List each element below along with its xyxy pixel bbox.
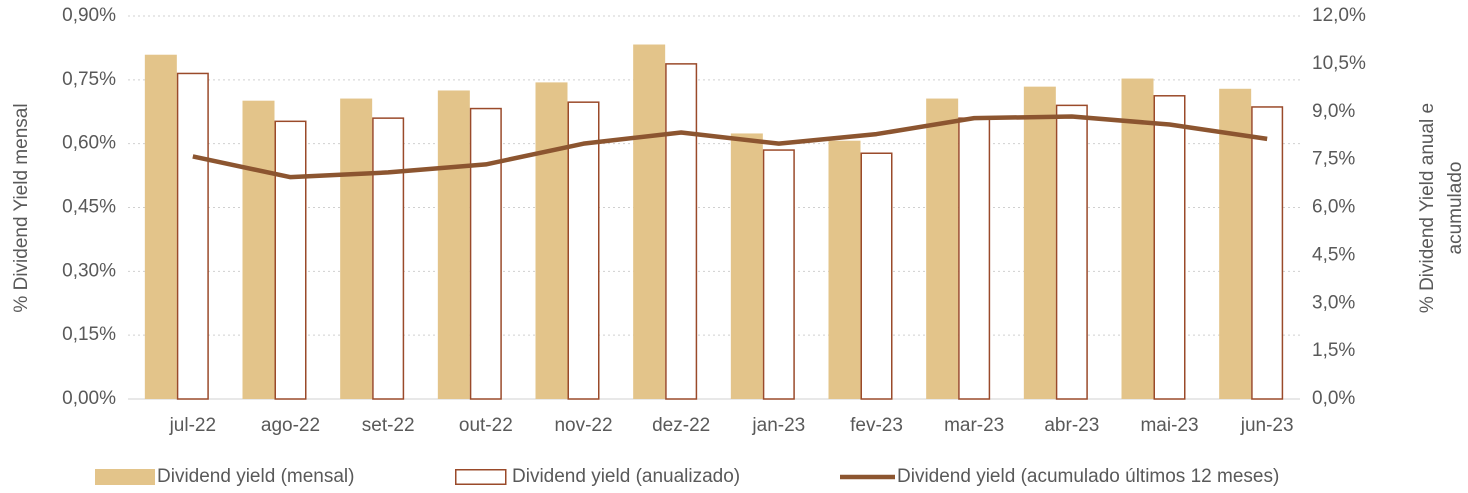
y2-axis-title: % Dividend Yield anual e [1417,103,1438,313]
x-tick-label: mai-23 [1140,415,1198,436]
x-tick-label: dez-22 [652,415,710,436]
y-axis-title: % Dividend Yield mensal [11,103,32,312]
x-tick-label: jul-22 [169,415,216,436]
bar [176,72,209,400]
y2-tick-label: 6,0% [1312,197,1355,218]
bar [665,63,698,400]
bar [340,98,373,400]
y2-tick-label: 3,0% [1312,292,1355,313]
legend-swatch [455,469,507,485]
bar [762,149,795,400]
legend-label: Dividend yield (mensal) [157,466,354,487]
x-tick-label: fev-23 [850,415,903,436]
y-tick-label: 0,15% [62,324,116,345]
y2-tick-label: 4,5% [1312,244,1355,265]
bar [274,120,307,400]
bar [1055,104,1088,400]
y2-tick-label: 7,5% [1312,149,1355,170]
x-tick-label: set-22 [362,415,415,436]
bar [469,107,502,400]
bar [633,44,666,400]
legend-swatch [95,469,155,485]
bar [860,152,893,400]
x-tick-label: jan-23 [751,415,805,436]
y-tick-label: 0,45% [62,197,116,218]
x-tick-label: mar-23 [944,415,1004,436]
y2-tick-label: 12,0% [1312,5,1366,26]
bar [372,117,405,400]
bar [535,82,568,400]
bar [1121,78,1154,399]
x-tick-label: ago-22 [261,415,320,436]
y-tick-label: 0,90% [62,5,116,26]
y-tick-label: 0,30% [62,260,116,281]
legend-label: Dividend yield (anualizado) [512,466,740,487]
bar [1219,88,1252,400]
y2-axis-title: acumulado [1445,162,1466,255]
bar [730,133,763,399]
bar [828,140,861,399]
y2-tick-label: 0,0% [1312,388,1355,409]
y2-tick-label: 10,5% [1312,53,1366,74]
x-tick-label: abr-23 [1044,415,1099,436]
bar [144,54,177,399]
bar [437,90,470,399]
x-tick-label: out-22 [459,415,513,436]
y2-tick-label: 1,5% [1312,340,1355,361]
y2-tick-label: 9,0% [1312,101,1355,122]
bar [1251,106,1284,400]
x-tick-label: jun-23 [1240,415,1294,436]
bar [958,117,991,400]
bar [242,100,275,400]
bar [1153,95,1186,400]
y-tick-label: 0,75% [62,69,116,90]
bar [567,101,600,400]
legend-label: Dividend yield (acumulado últimos 12 mes… [897,466,1279,487]
line [192,114,1268,180]
bar [926,98,959,400]
bar [1023,86,1056,400]
y-tick-label: 0,00% [62,388,116,409]
y-tick-label: 0,60% [62,133,116,154]
x-tick-label: nov-22 [554,415,612,436]
